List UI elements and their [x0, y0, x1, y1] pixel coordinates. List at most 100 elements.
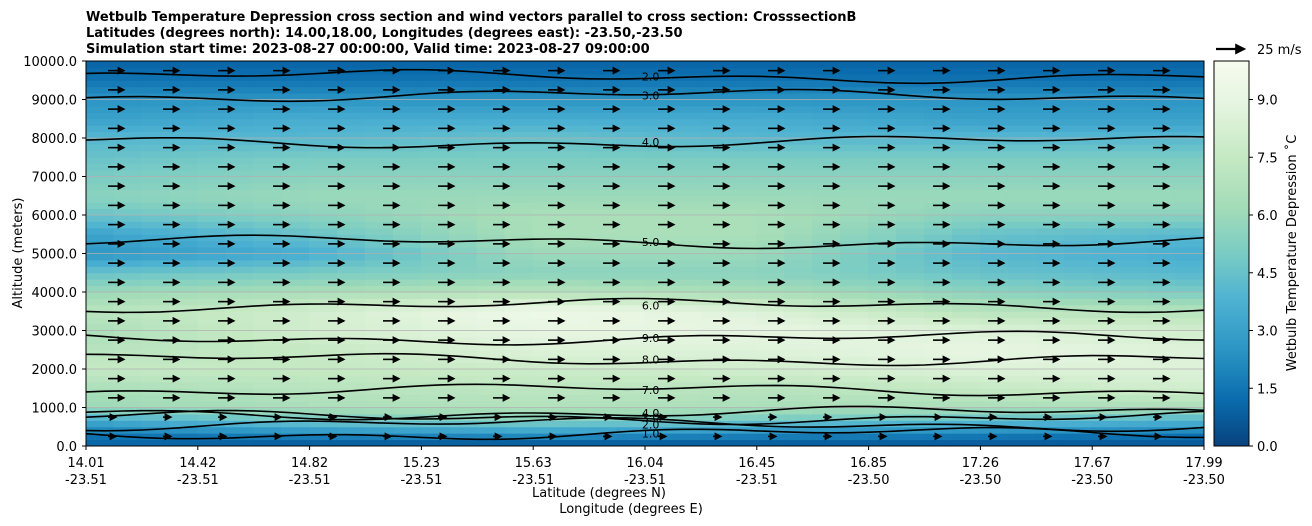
field-cell [616, 156, 646, 165]
field-cell [756, 150, 786, 158]
field-cell [197, 291, 227, 299]
field-cell [281, 297, 311, 306]
field-cell [337, 374, 366, 383]
field-cell [588, 188, 618, 197]
field-cell [784, 118, 814, 126]
field-cell [616, 169, 646, 177]
field-cell [169, 79, 199, 88]
field-cell [169, 349, 199, 357]
field-cell [728, 79, 758, 88]
field-cell [532, 143, 562, 152]
field-cell [728, 291, 758, 299]
x-tick-label-longitude: -23.50 [1071, 473, 1113, 488]
field-cell [1119, 439, 1149, 446]
field-cell [728, 368, 758, 376]
field-cell [588, 156, 618, 165]
field-cell [644, 310, 674, 319]
field-cell [1119, 259, 1149, 267]
field-cell [337, 99, 366, 107]
field-cell [951, 124, 981, 133]
field-cell [728, 349, 758, 357]
field-cell [141, 265, 171, 274]
field-cell [476, 99, 506, 107]
x-tick-label-latitude: 16.85 [850, 456, 887, 471]
field-cell [448, 317, 478, 325]
contour-line [86, 416, 1204, 433]
field-cell [1007, 182, 1037, 190]
field-cell [868, 246, 898, 254]
field-cell [504, 176, 534, 184]
field-cell [420, 182, 450, 190]
field-cell [281, 143, 311, 152]
field-cell [588, 349, 618, 357]
field-cell [1147, 156, 1177, 165]
field-cell [1063, 118, 1093, 126]
field-cell [420, 253, 450, 261]
field-cell [504, 188, 534, 197]
field-cell [337, 188, 366, 197]
field-cell [728, 163, 758, 171]
field-cell [420, 220, 450, 229]
field-cell [1119, 118, 1149, 126]
field-cell [1007, 407, 1037, 415]
field-cell [169, 227, 199, 235]
field-cell [504, 439, 534, 446]
field-cell [504, 246, 534, 254]
field-cell [253, 73, 283, 81]
field-cell [560, 169, 590, 177]
field-cell [672, 342, 702, 351]
field-cell [1147, 439, 1177, 446]
field-cell [420, 349, 450, 357]
field-cell [700, 176, 730, 184]
field-cell [1007, 265, 1037, 274]
field-cell [588, 407, 618, 415]
field-cell [728, 323, 758, 331]
field-cell [365, 176, 394, 184]
contour-label: 2.0 [642, 70, 660, 83]
field-cell [756, 92, 786, 100]
field-cell [728, 330, 758, 338]
field-cell [169, 381, 199, 389]
field-cell [365, 349, 394, 357]
field-cell [392, 291, 422, 299]
field-cell [840, 419, 870, 428]
field-cell [784, 355, 814, 364]
field-cell [951, 156, 981, 165]
field-cell [644, 291, 674, 299]
field-cell [532, 208, 562, 216]
field-cell [532, 124, 562, 133]
field-cell [392, 176, 422, 184]
field-cell [532, 111, 562, 120]
field-cell [253, 310, 283, 319]
field-cell [86, 407, 115, 415]
field-cell [448, 73, 478, 81]
field-cell [896, 439, 925, 446]
field-cell [169, 317, 199, 325]
field-cell [197, 349, 227, 357]
field-cell [1147, 233, 1177, 242]
field-cell [476, 214, 506, 222]
field-cell [840, 163, 870, 171]
field-cell [420, 201, 450, 210]
field-cell [448, 439, 478, 446]
field-cell [924, 439, 953, 446]
field-cell [392, 227, 422, 235]
field-cell [1063, 137, 1093, 145]
field-cell [532, 201, 562, 210]
field-cell [728, 188, 758, 197]
field-cell [1147, 342, 1177, 351]
field-cell [728, 214, 758, 222]
field-cell [812, 285, 842, 293]
contour-label: 3.0 [642, 412, 660, 425]
field-cell [1119, 143, 1149, 152]
field-cell [1119, 272, 1149, 280]
field-cell [672, 336, 702, 344]
field-cell [309, 323, 339, 331]
field-cell [337, 330, 366, 338]
field-cell [253, 400, 283, 408]
field-cell [86, 124, 115, 133]
field-cell [1007, 150, 1037, 158]
field-cell [309, 176, 339, 184]
field-cell [504, 278, 534, 287]
field-cell [253, 368, 283, 376]
